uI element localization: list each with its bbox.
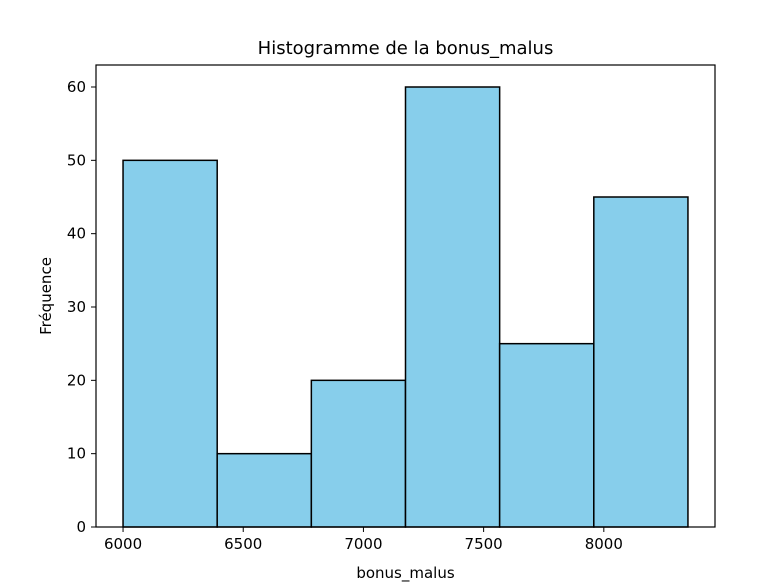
plot-frame [95,64,716,528]
y-tick-label: 50 [67,151,86,169]
y-tick-label: 40 [67,225,86,243]
y-axis-label: Fréquence [37,257,55,335]
chart-title: Histogramme de la bonus_malus [258,38,554,59]
histogram-bar [216,452,313,528]
histogram-bar [122,159,218,528]
x-tick-label: 6000 [104,535,142,553]
histogram-bar [498,342,595,528]
y-axis-ticks: 0 10 20 30 40 50 60 [67,78,96,536]
y-tick-label: 30 [67,298,86,316]
histogram-bar [310,379,407,528]
bars-group [122,86,689,528]
y-tick-label: 0 [76,518,86,536]
histogram-bar [593,196,689,528]
y-tick-label: 20 [67,371,86,389]
x-tick-label: 6500 [224,535,262,553]
histogram-bar [404,86,501,528]
x-axis-label: bonus_malus [356,564,455,582]
x-tick-label: 7000 [344,535,382,553]
x-tick-label: 8000 [585,535,623,553]
y-tick-label: 10 [67,445,86,463]
x-axis-ticks: 6000 6500 7000 7500 8000 [104,527,623,553]
x-tick-label: 7500 [465,535,503,553]
y-tick-label: 60 [67,78,86,96]
